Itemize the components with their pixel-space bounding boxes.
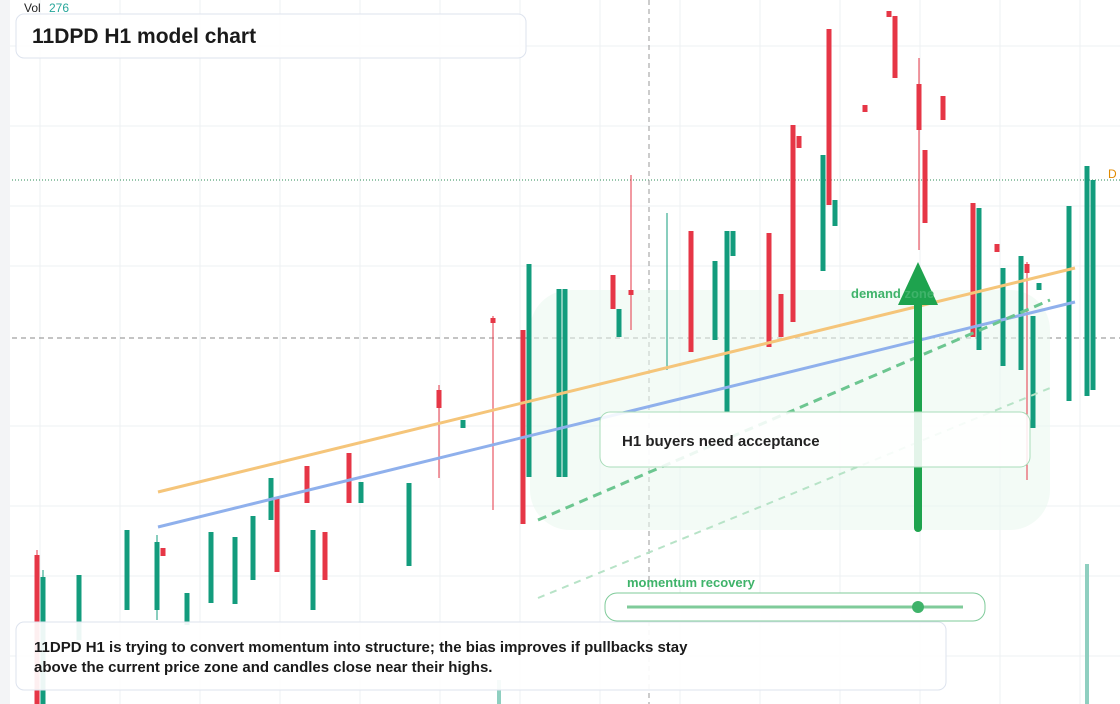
caption-line: above the current price zone and candles…	[34, 659, 492, 676]
caption-line: 11DPD H1 is trying to convert momentum i…	[34, 639, 688, 656]
title: 11DPD H1 model chart	[32, 25, 256, 48]
candle-part	[497, 680, 501, 704]
candle-part	[1085, 564, 1089, 704]
chart-polygon	[898, 262, 938, 305]
chart-rect	[599, 411, 1031, 468]
slider-label: momentum recovery	[627, 575, 756, 590]
chart-rect	[0, 0, 10, 704]
volume-label: Vol	[24, 1, 41, 15]
callout-text: H1 buyers need acceptance	[622, 433, 820, 450]
chart-line	[157, 266, 1076, 494]
chart-line	[537, 298, 1051, 522]
volume-value: 276	[49, 1, 69, 15]
price-tag: D	[1108, 167, 1117, 181]
zone-label: demand zone	[851, 286, 934, 301]
slider-thumb[interactable]	[912, 601, 924, 613]
chart-rect	[15, 621, 947, 691]
chart-rect	[15, 13, 527, 59]
